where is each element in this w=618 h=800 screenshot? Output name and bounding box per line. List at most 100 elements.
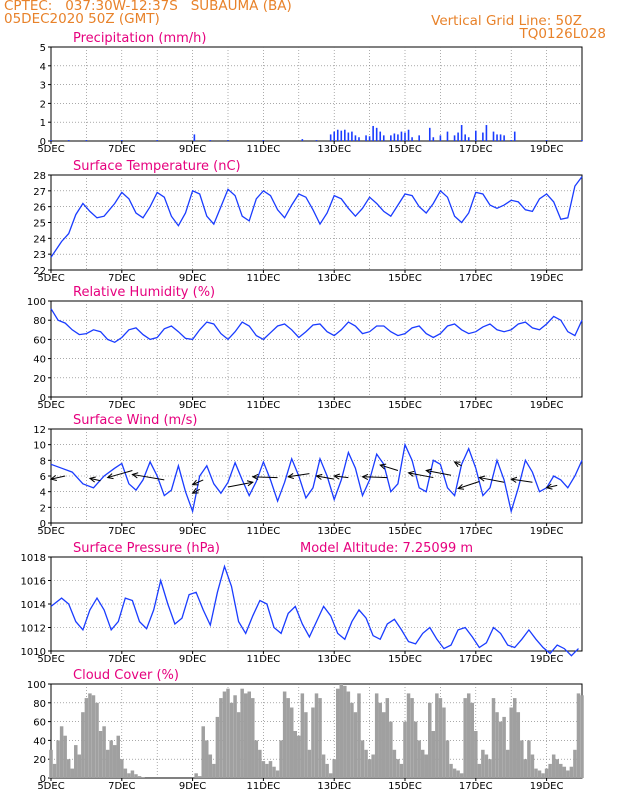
precip-bar <box>340 130 343 141</box>
cloud-bar <box>527 740 531 778</box>
cloud-bar <box>523 759 528 778</box>
panel-frame <box>50 46 583 142</box>
cloud-bar <box>374 693 379 778</box>
y-tick-label: 1 <box>40 118 46 129</box>
y-tick-label: 0 <box>40 137 46 148</box>
x-tick-label: 11DEC <box>247 273 281 284</box>
x-tick-label: 13DEC <box>317 273 351 284</box>
precip-bar <box>365 135 367 141</box>
cloud-bar <box>417 740 421 778</box>
x-tick-label: 15DEC <box>388 781 422 792</box>
precip-bar <box>209 140 212 141</box>
precip-bar <box>193 134 196 141</box>
cloud-bar <box>116 735 121 778</box>
precip-bar <box>372 125 374 141</box>
cloud-bar <box>328 773 333 778</box>
cloud-bar <box>438 698 443 778</box>
x-tick-label: 17DEC <box>459 400 493 411</box>
cloud-bar <box>91 695 96 778</box>
wind-arrow <box>89 477 101 482</box>
cloud-bar <box>226 688 230 778</box>
wind-arrow <box>334 475 349 479</box>
x-tick-label: 15DEC <box>388 273 422 284</box>
wind-arrow-head <box>191 488 199 494</box>
cloud-bar <box>576 693 581 778</box>
y-tick-label: 24 <box>33 234 46 245</box>
x-tick-label: 17DEC <box>459 526 493 537</box>
cloud-bar <box>109 740 113 778</box>
cloud-bar <box>205 740 209 778</box>
wind-arrow-head <box>478 475 486 482</box>
precip-bar <box>545 140 548 141</box>
cloud-bar <box>573 749 577 778</box>
panel-title: Precipitation (mm/h) <box>73 31 206 46</box>
precip-bar <box>393 133 396 141</box>
cloud-bar <box>247 691 251 778</box>
x-tick-label: 7DEC <box>108 144 135 155</box>
cloud-bar <box>194 773 198 778</box>
x-tick-label: 19DEC <box>530 526 564 537</box>
cloud-bar <box>346 691 351 778</box>
precip-bar <box>485 125 488 141</box>
wind-arrow <box>227 481 253 488</box>
x-tick-label: 17DEC <box>459 781 493 792</box>
precip-bar <box>336 129 339 141</box>
y-tick-label: 100 <box>27 680 46 691</box>
cloud-bar <box>335 688 340 778</box>
x-tick-label: 19DEC <box>530 400 564 411</box>
cloud-bar <box>580 695 584 778</box>
y-tick-label: 10 <box>33 441 46 452</box>
cloud-bar <box>134 774 138 778</box>
cloud-bar <box>445 740 450 778</box>
cloud-bar <box>95 702 99 778</box>
y-tick-label: 100 <box>27 297 46 308</box>
cloud-bar <box>66 759 71 778</box>
cloud-bar <box>88 693 92 778</box>
cloud-bar <box>481 749 485 778</box>
wind-arrow <box>316 475 335 480</box>
precip-bar <box>492 131 495 141</box>
cloud-bar <box>258 749 262 778</box>
x-tick-label: 7DEC <box>108 273 135 284</box>
x-tick-label: 11DEC <box>247 144 281 155</box>
wind-arrow-head <box>287 472 295 480</box>
cloud-bar <box>201 726 205 778</box>
wind-arrow <box>457 481 480 490</box>
series-line <box>50 564 579 657</box>
cloud-bar <box>382 712 386 778</box>
precip-bar <box>418 135 420 141</box>
wind-arrow <box>426 470 452 476</box>
wind-arrow <box>50 475 66 480</box>
precip-bar <box>121 140 123 141</box>
cloud-bar <box>459 773 464 778</box>
cloud-bar <box>127 773 131 778</box>
cloud-bar <box>265 763 269 778</box>
cloud-bar <box>420 749 425 778</box>
cloud-bar <box>272 766 276 778</box>
cloud-bar <box>343 685 347 778</box>
cloud-bar <box>141 777 145 778</box>
wind-arrow-head <box>49 475 57 482</box>
series-line <box>50 176 583 258</box>
cloud-bar <box>364 749 368 778</box>
y-tick-label: 2 <box>40 503 46 514</box>
cloud-bar <box>548 763 552 778</box>
cloud-bar <box>130 770 135 778</box>
panel-6: 0 20 40 60 80 100 5DEC 7DEC 9DEC 11DEC 13DEC 15DEC 1… <box>27 668 584 792</box>
y-tick-label: 0 <box>40 393 46 404</box>
x-tick-label: 5DEC <box>37 526 64 537</box>
x-tick-label: 19DEC <box>530 144 564 155</box>
precip-bar <box>329 134 332 141</box>
cloud-bar <box>463 698 467 778</box>
panel-title: Surface Wind (m/s) <box>73 413 197 428</box>
precip-bar <box>390 135 392 141</box>
panel-title: Cloud Cover (%) <box>73 668 179 683</box>
cloud-bar <box>311 707 315 778</box>
y-tick-label: 60 <box>33 718 46 729</box>
wind-arrow-head <box>191 479 199 486</box>
wind-arrow <box>380 464 399 471</box>
x-tick-label: 13DEC <box>317 654 351 665</box>
cloud-bar <box>516 712 521 778</box>
cloud-bar <box>534 768 538 778</box>
wind-arrow-head <box>510 476 518 483</box>
